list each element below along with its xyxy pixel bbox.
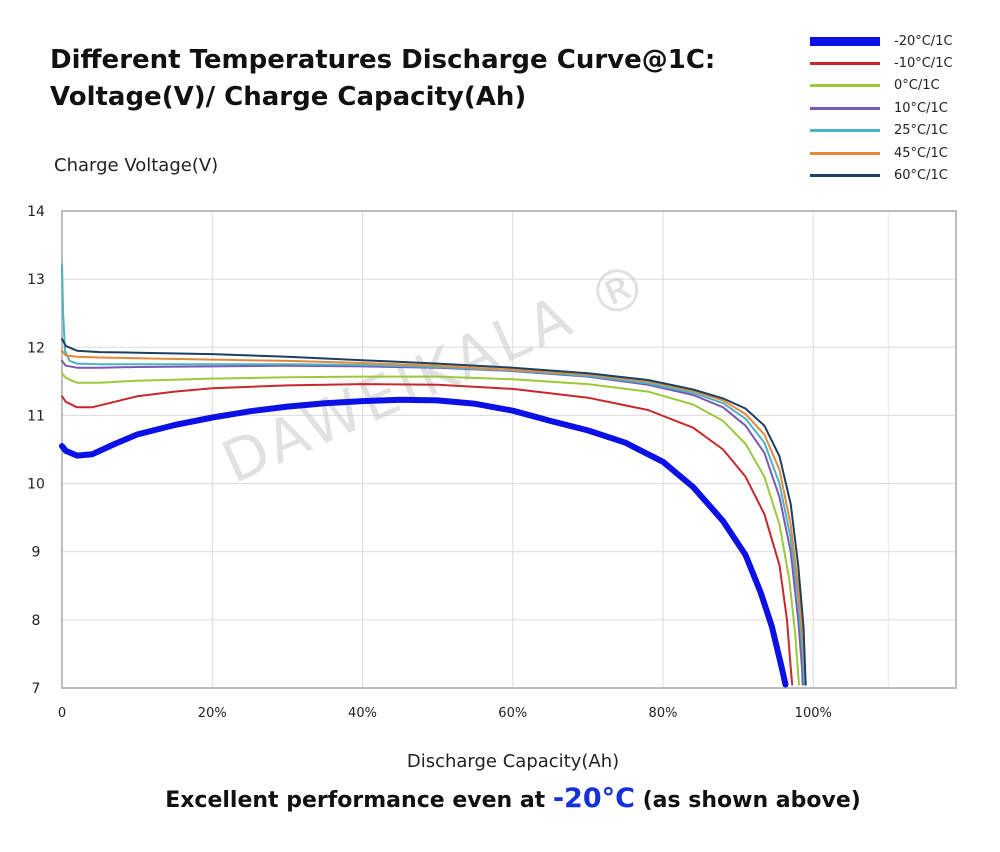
legend-swatch [810,36,880,46]
legend-item: -10°C/1C [810,52,953,74]
legend-item: 25°C/1C [810,120,953,142]
series-line [61,349,807,686]
y-tick-label: 10 [27,477,45,493]
legend-swatch [810,151,880,155]
x-tick-label: 40% [348,706,377,721]
footer-text-after: (as shown above) [634,788,861,813]
legend-label: -10°C/1C [894,56,953,72]
y-tick-label: 13 [27,272,45,288]
y-tick-label: 14 [27,204,45,220]
legend-label: 10°C/1C [894,100,948,116]
legend-label: 45°C/1C [894,145,948,161]
legend-label: 60°C/1C [894,168,948,184]
chart-title: Different Temperatures Discharge Curve@1… [50,42,715,116]
legend-label: 0°C/1C [894,78,940,94]
legend-swatch [810,106,880,110]
series-line [59,396,789,688]
chart-title-line-1: Different Temperatures Discharge Curve@1… [50,45,716,75]
x-tick-label: 0 [58,706,66,721]
y-tick-label: 7 [32,681,41,697]
legend-item: 0°C/1C [810,75,953,97]
series-line [61,263,806,686]
series-line [61,372,800,686]
legend-item: 60°C/1C [810,164,953,186]
legend-item: -20°C/1C [810,30,953,52]
series-line [61,383,794,686]
footer-highlight-temperature: -20°C [552,783,635,814]
legend-swatch [810,174,880,178]
footer-text-before: Excellent performance even at [165,788,553,813]
y-axis-label: Charge Voltage(V) [54,155,219,176]
x-tick-label: 100% [795,706,832,721]
y-tick-label: 11 [27,408,45,424]
footer-caption: Excellent performance even at -20°C (as … [0,783,1000,814]
legend-label: 25°C/1C [894,123,948,139]
legend-swatch [810,129,880,133]
chart-legend: -20°C/1C -10°C/1C 0°C/1C 10°C/1C 25°C/1C 45°C… [810,30,953,187]
y-tick-label: 12 [27,340,45,356]
x-tick-label: 20% [198,706,227,721]
series-line [61,338,807,686]
chart-title-line-2: Voltage(V)/ Charge Capacity(Ah) [50,82,527,112]
y-tick-label: 8 [32,613,41,629]
legend-swatch [810,84,880,88]
x-tick-label: 80% [649,706,678,721]
y-tick-label: 9 [32,545,41,561]
legend-item: 45°C/1C [810,142,953,164]
x-tick-label: 60% [498,706,527,721]
legend-item: 10°C/1C [810,97,953,119]
legend-swatch [810,62,880,66]
legend-label: -20°C/1C [894,33,953,49]
plot-frame [61,210,957,689]
x-axis-label: Discharge Capacity(Ah) [406,751,620,772]
watermark-text: DAWEIKALA ® [212,247,661,497]
